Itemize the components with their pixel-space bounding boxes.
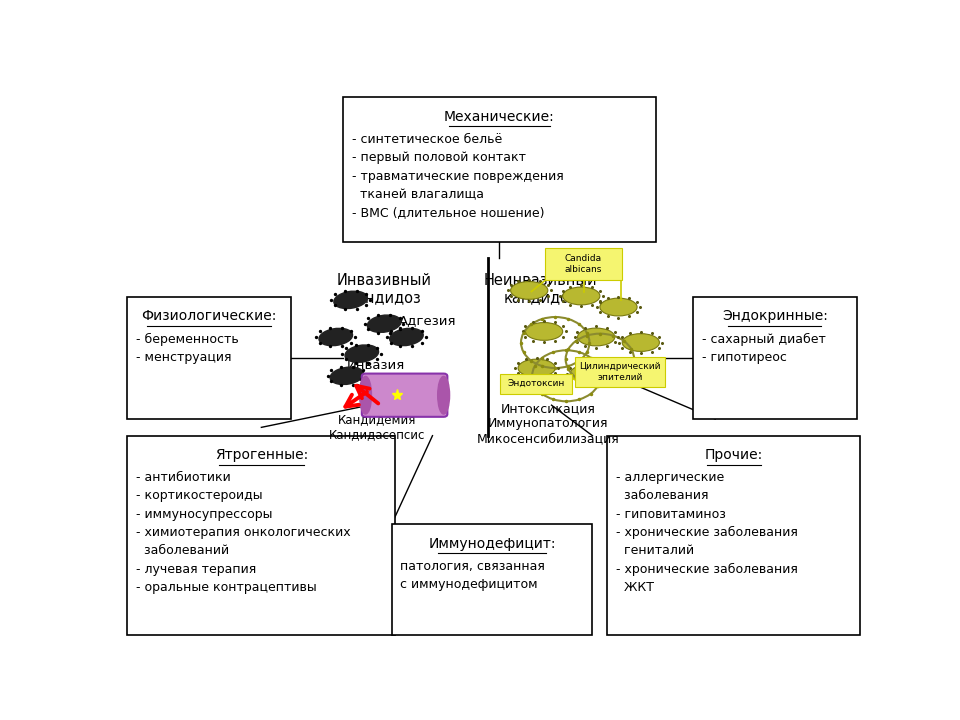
Text: Интоксикация
Иммунопатология
Микосенсибилизация: Интоксикация Иммунопатология Микосенсиби…	[476, 402, 619, 445]
Text: - гипотиреос: - гипотиреос	[702, 351, 786, 364]
Text: - хронические заболевания: - хронические заболевания	[616, 562, 798, 576]
Text: - синтетическое бельё: - синтетическое бельё	[352, 133, 502, 146]
Text: патология, связанная: патология, связанная	[400, 560, 545, 573]
Text: тканей влагалища: тканей влагалища	[352, 188, 484, 201]
Text: - беременность: - беременность	[136, 333, 239, 346]
Text: заболевания: заболевания	[616, 490, 708, 503]
Ellipse shape	[360, 377, 372, 414]
FancyBboxPatch shape	[344, 97, 656, 242]
Ellipse shape	[600, 298, 637, 316]
Text: Цилиндрический
эпителий: Цилиндрический эпителий	[579, 362, 660, 382]
Text: Инвазивный
кандидоз: Инвазивный кандидоз	[337, 273, 432, 305]
Ellipse shape	[525, 323, 563, 341]
FancyBboxPatch shape	[575, 357, 665, 387]
Text: - менструация: - менструация	[136, 351, 232, 364]
Text: - травматические повреждения: - травматические повреждения	[352, 169, 564, 183]
Text: - оральные контрацептивы: - оральные контрацептивы	[136, 581, 317, 594]
Ellipse shape	[360, 376, 394, 393]
Text: - сахарный диабет: - сахарный диабет	[702, 333, 826, 346]
Ellipse shape	[334, 291, 368, 309]
Text: с иммунодефицитом: с иммунодефицитом	[400, 578, 539, 591]
Text: Прочие:: Прочие:	[705, 448, 763, 462]
Ellipse shape	[622, 365, 660, 382]
Ellipse shape	[438, 377, 449, 414]
Text: Иммунодефицит:: Иммунодефицит:	[428, 536, 556, 551]
Text: ЖКТ: ЖКТ	[616, 581, 655, 594]
Text: Кандидемия
Кандидасепсис: Кандидемия Кандидасепсис	[328, 413, 425, 441]
Ellipse shape	[563, 287, 600, 305]
Text: Candida
albicans: Candida albicans	[564, 254, 602, 274]
Text: - гиповитаминоз: - гиповитаминоз	[616, 508, 726, 521]
Ellipse shape	[578, 328, 614, 346]
FancyBboxPatch shape	[392, 524, 592, 635]
Ellipse shape	[330, 367, 364, 384]
Text: Адгезия: Адгезия	[399, 314, 457, 327]
FancyBboxPatch shape	[128, 436, 396, 635]
FancyBboxPatch shape	[608, 436, 860, 635]
Text: заболеваний: заболеваний	[136, 544, 229, 557]
Ellipse shape	[622, 333, 660, 351]
Text: - ВМС (длительное ношение): - ВМС (длительное ношение)	[352, 206, 544, 219]
Ellipse shape	[345, 345, 378, 362]
Text: - кортикостероиды: - кортикостероиды	[136, 490, 263, 503]
FancyBboxPatch shape	[693, 297, 856, 419]
Text: Механические:: Механические:	[444, 109, 555, 124]
Text: - антибиотики: - антибиотики	[136, 471, 231, 484]
Ellipse shape	[511, 282, 548, 300]
Text: - аллергические: - аллергические	[616, 471, 725, 484]
Text: Ятрогенные:: Ятрогенные:	[215, 448, 308, 462]
FancyBboxPatch shape	[500, 374, 571, 394]
Ellipse shape	[570, 365, 608, 382]
Ellipse shape	[319, 328, 352, 346]
Text: Физиологические:: Физиологические:	[141, 310, 277, 323]
Ellipse shape	[368, 315, 401, 333]
Text: - иммуносупрессоры: - иммуносупрессоры	[136, 508, 273, 521]
Text: Эндокринные:: Эндокринные:	[722, 310, 828, 323]
Text: - хронические заболевания: - хронические заболевания	[616, 526, 798, 539]
Text: - лучевая терапия: - лучевая терапия	[136, 562, 256, 575]
FancyBboxPatch shape	[362, 374, 447, 417]
FancyBboxPatch shape	[545, 248, 622, 280]
Text: гениталий: гениталий	[616, 544, 694, 557]
Text: - первый половой контакт: - первый половой контакт	[352, 151, 526, 164]
Text: - химиотерапия онкологических: - химиотерапия онкологических	[136, 526, 351, 539]
Text: Неинвазивный
кандидоз: Неинвазивный кандидоз	[484, 273, 597, 305]
FancyBboxPatch shape	[128, 297, 291, 419]
Ellipse shape	[390, 328, 423, 346]
Ellipse shape	[518, 359, 555, 377]
Text: Эндотоксин: Эндотоксин	[507, 379, 564, 388]
Text: Инвазия: Инвазия	[347, 359, 405, 372]
